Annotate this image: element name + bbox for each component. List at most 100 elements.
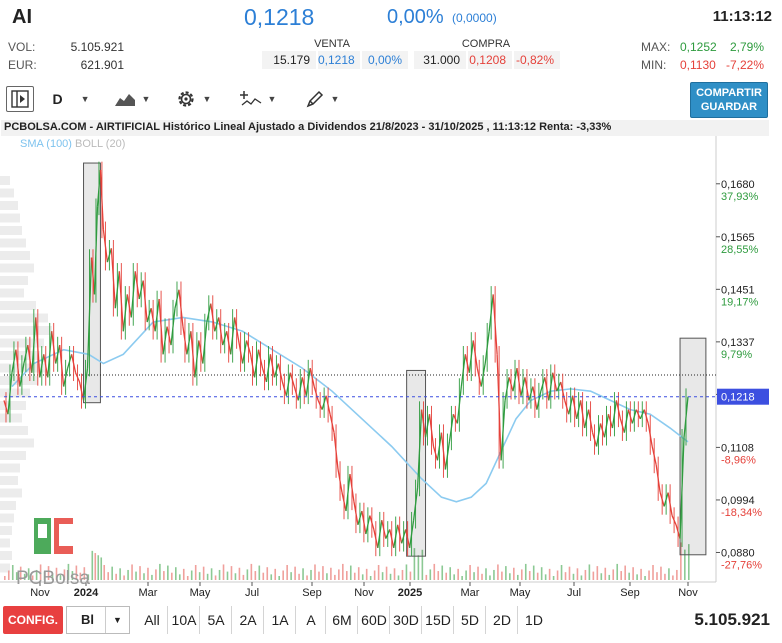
range-divider [295, 606, 296, 634]
vol-label: VOL: [8, 40, 36, 54]
panel-toggle-button[interactable] [6, 86, 34, 112]
chart-mode-value: Bl [81, 612, 94, 627]
range-2d[interactable]: 2D [493, 612, 511, 628]
save-label: GUARDAR [700, 101, 758, 113]
volume-bar [250, 563, 253, 580]
range-15d[interactable]: 15D [425, 612, 451, 628]
volume-profile-bar [0, 201, 18, 210]
x-tick-label: Sep [302, 587, 322, 599]
highlight-range-box[interactable] [406, 369, 427, 557]
range-5d[interactable]: 5D [461, 612, 479, 628]
volume-bar [226, 571, 229, 580]
range-divider [325, 606, 326, 634]
volume-bar [131, 564, 133, 580]
volume-bar [485, 568, 487, 580]
volume-bar [218, 569, 221, 580]
chart-mode-select[interactable]: Bl ▼ [66, 606, 130, 634]
volume-profile-bar [0, 513, 14, 523]
range-2a[interactable]: 2A [239, 612, 257, 628]
chevron-down-icon: ▼ [80, 94, 90, 104]
volume-bar [302, 568, 304, 580]
volume-bar [405, 564, 408, 580]
volume-bar [457, 568, 459, 580]
eur-value: 621.901 [80, 58, 124, 72]
settings-dropdown[interactable]: ▼ [170, 86, 216, 112]
volume-bar [75, 565, 78, 580]
chart-type-dropdown[interactable]: ▼ [110, 86, 154, 112]
volume-bar [517, 574, 519, 580]
drawing-tools-dropdown[interactable]: ▼ [300, 86, 344, 112]
volume-bar [493, 569, 495, 580]
legend-sma[interactable]: SMA (100) [20, 138, 72, 150]
config-button[interactable]: CONFIG. [3, 606, 63, 634]
volume-bar [608, 574, 611, 580]
chevron-down-icon: ▼ [202, 94, 212, 104]
venta-qty: 15.179 [262, 51, 316, 69]
volume-bar [7, 570, 10, 580]
range-5a[interactable]: 5A [207, 612, 225, 628]
y-tick-label: 0,1337 [721, 337, 755, 349]
x-tick-label: May [510, 587, 531, 599]
volume-bar [656, 572, 658, 580]
volume-profile-bar [0, 501, 16, 510]
select-divider [105, 607, 106, 633]
volume-bar [465, 570, 467, 580]
volume-profile-bar [0, 463, 20, 473]
volume-bar [278, 576, 280, 580]
volume-bar [592, 571, 595, 580]
chevron-down-icon: ▼ [141, 94, 151, 104]
volume-bar [505, 566, 507, 580]
volume-profile-bar [0, 551, 12, 560]
y-tick-label: 0,1108 [721, 442, 754, 454]
volume-bar [672, 575, 674, 580]
indicators-dropdown[interactable]: ▼ [236, 86, 280, 112]
range-all[interactable]: All [144, 612, 160, 628]
range-6m[interactable]: 6M [332, 612, 352, 628]
gear-icon [177, 91, 194, 107]
range-10a[interactable]: 10A [171, 612, 197, 628]
chart-background [0, 118, 782, 602]
volume-bar [453, 574, 455, 580]
volume-bar [330, 567, 332, 580]
volume-bar [501, 571, 503, 580]
volume-bar [314, 564, 316, 580]
volume-bar [564, 572, 567, 580]
volume-profile-bar [0, 438, 34, 448]
volume-bar [373, 570, 376, 580]
legend-boll[interactable]: BOLL (20) [75, 138, 126, 150]
y-tick-percent: -27,76% [721, 559, 762, 571]
volume-bar [461, 576, 463, 580]
volume-bar [270, 574, 273, 580]
share-save-button[interactable]: COMPARTIR GUARDAR [690, 82, 768, 118]
compra-price: 0,1208 [468, 51, 512, 69]
change-percent: 0,00% [387, 6, 444, 28]
volume-profile-bar [0, 238, 26, 248]
range-30d[interactable]: 30D [393, 612, 419, 628]
range-1a[interactable]: 1A [271, 612, 289, 628]
volume-bar [684, 549, 686, 580]
volume-bar [680, 542, 682, 580]
volume-bar [349, 565, 352, 580]
volume-bar [262, 572, 265, 580]
volume-bar [286, 565, 288, 580]
min-label: MIN: [641, 58, 667, 72]
volume-bar [401, 569, 404, 580]
volume-bar [636, 574, 638, 580]
highlight-range-box[interactable] [679, 337, 707, 556]
period-dropdown[interactable]: D ▼ [48, 86, 94, 112]
range-60d[interactable]: 60D [361, 612, 387, 628]
volume-bar [43, 571, 46, 580]
volume-bar [449, 567, 451, 580]
x-tick-label: Mar [139, 587, 158, 599]
volume-bar [322, 566, 324, 580]
max-percent: 2,79% [729, 40, 764, 54]
range-a[interactable]: A [306, 612, 316, 628]
volume-profile-bar [0, 226, 22, 235]
x-tick-label: Nov [678, 587, 698, 599]
volume-bar [572, 573, 575, 580]
y-tick-label: 0,1680 [721, 179, 755, 191]
volume-bar [342, 563, 344, 580]
range-1d[interactable]: 1D [525, 612, 543, 628]
volume-profile-bar [0, 526, 12, 535]
